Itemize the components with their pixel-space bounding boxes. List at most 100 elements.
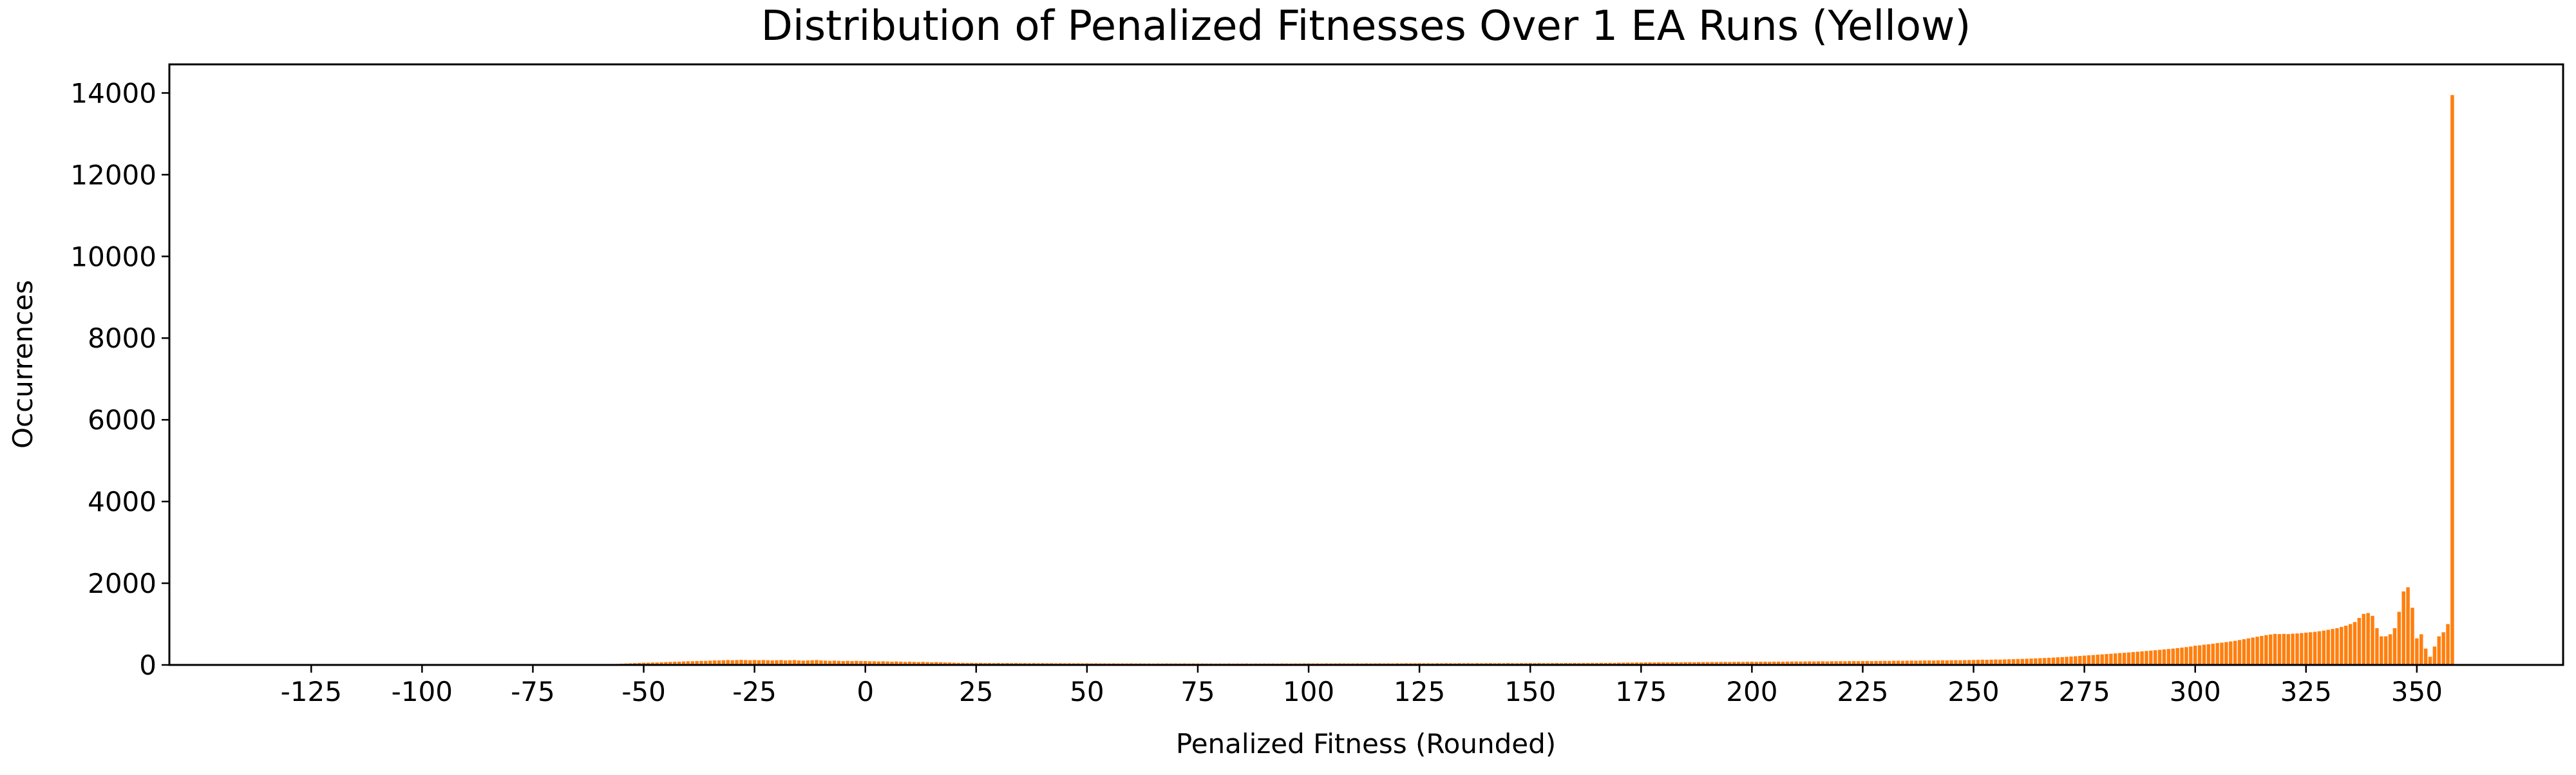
bar — [1653, 662, 1656, 665]
bar — [2011, 658, 2016, 665]
bar — [739, 660, 743, 665]
bar — [1803, 661, 1807, 665]
y-tick-label: 4000 — [88, 486, 156, 518]
bar — [2237, 640, 2242, 665]
bar — [655, 662, 659, 665]
bar — [2034, 658, 2038, 665]
bar — [2114, 653, 2117, 665]
bar — [841, 660, 846, 665]
bar — [646, 662, 650, 665]
bar — [2157, 649, 2162, 665]
x-tick-label: 175 — [1615, 676, 1667, 707]
bar — [2220, 642, 2224, 665]
bar — [788, 660, 792, 665]
bar — [2308, 632, 2313, 665]
bar — [1613, 662, 1616, 665]
bar — [2117, 653, 2122, 665]
bar — [2380, 636, 2383, 665]
x-tick-label: 25 — [959, 676, 993, 707]
bar — [659, 662, 663, 665]
bar — [797, 660, 801, 665]
bar — [921, 662, 925, 665]
bar — [890, 661, 894, 665]
bar — [952, 662, 956, 665]
bar — [1590, 662, 1595, 665]
bar — [2087, 655, 2091, 665]
bar — [2246, 638, 2251, 665]
bar — [1830, 661, 1834, 665]
bar — [1555, 662, 1559, 665]
bar — [2371, 615, 2374, 665]
bar — [1962, 660, 1967, 665]
bar — [886, 661, 889, 665]
bar — [2375, 628, 2379, 665]
bar — [1599, 662, 1604, 665]
bar — [881, 661, 885, 665]
y-axis-label: Occurrences — [7, 280, 39, 449]
bar — [2051, 657, 2056, 665]
bar — [2313, 631, 2317, 665]
bar — [1909, 660, 1913, 665]
bar — [1799, 661, 1803, 665]
bar — [1617, 662, 1621, 665]
bar — [850, 660, 854, 665]
bar — [855, 660, 858, 665]
bar — [1998, 659, 2002, 665]
bar — [1927, 660, 1931, 665]
bar — [1595, 662, 1599, 665]
bar — [925, 662, 929, 665]
bar — [1723, 662, 1727, 665]
bar — [938, 662, 943, 665]
bar — [1794, 661, 1798, 665]
bar — [1781, 661, 1785, 665]
bar — [2145, 651, 2148, 665]
bar — [1861, 660, 1865, 665]
bar — [2441, 632, 2445, 665]
bar — [2388, 634, 2392, 665]
bar — [1865, 660, 1870, 665]
bar — [837, 660, 841, 665]
bar — [2348, 624, 2353, 665]
bar — [2295, 633, 2299, 665]
bar — [2432, 646, 2437, 665]
bar — [2344, 626, 2348, 665]
x-tick-label: 350 — [2391, 676, 2443, 707]
bar — [907, 661, 912, 665]
bar — [2042, 658, 2047, 665]
bar — [1914, 660, 1918, 665]
bar — [2180, 648, 2184, 665]
bar — [2100, 654, 2104, 665]
bar — [996, 662, 1000, 665]
bar — [1945, 660, 1949, 665]
bar — [1688, 662, 1692, 665]
bar — [2122, 653, 2126, 665]
bar — [1634, 662, 1639, 665]
bar — [2353, 622, 2357, 665]
bar — [637, 662, 641, 665]
bar — [1772, 661, 1776, 665]
bar — [819, 660, 823, 665]
bar — [668, 662, 672, 665]
bar — [1967, 660, 1971, 665]
bar — [2273, 633, 2277, 665]
bar — [775, 660, 779, 665]
bar — [1630, 662, 1634, 665]
bar — [2136, 651, 2139, 665]
bar — [2260, 635, 2264, 665]
bar — [2175, 648, 2179, 665]
bar — [1674, 662, 1679, 665]
y-tick-label: 10000 — [70, 241, 156, 272]
bar — [1834, 661, 1838, 665]
bar — [1989, 659, 1993, 665]
bar — [2020, 658, 2024, 665]
bar — [1949, 660, 1953, 665]
bar — [2153, 650, 2157, 665]
bar — [717, 660, 721, 665]
bar — [1776, 661, 1781, 665]
y-tick-label: 2000 — [88, 568, 156, 599]
bar — [1980, 659, 1985, 665]
bar — [2202, 644, 2206, 665]
bar — [2131, 652, 2136, 665]
bar — [757, 660, 761, 665]
